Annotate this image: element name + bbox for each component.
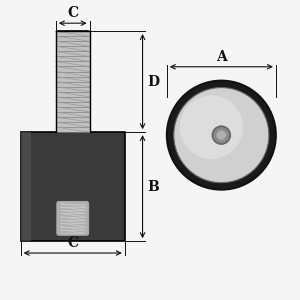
Text: A: A (216, 50, 227, 64)
Circle shape (212, 126, 230, 144)
Bar (56, 31, 90, 132)
Circle shape (174, 88, 269, 183)
Circle shape (180, 95, 243, 159)
Text: C: C (67, 236, 78, 250)
Text: D: D (148, 75, 160, 88)
Circle shape (216, 130, 226, 140)
FancyBboxPatch shape (57, 202, 88, 235)
Bar (21, 132, 125, 241)
Circle shape (167, 81, 276, 190)
Text: C: C (67, 6, 78, 20)
Text: B: B (148, 180, 159, 194)
Bar (21, 132, 31, 241)
